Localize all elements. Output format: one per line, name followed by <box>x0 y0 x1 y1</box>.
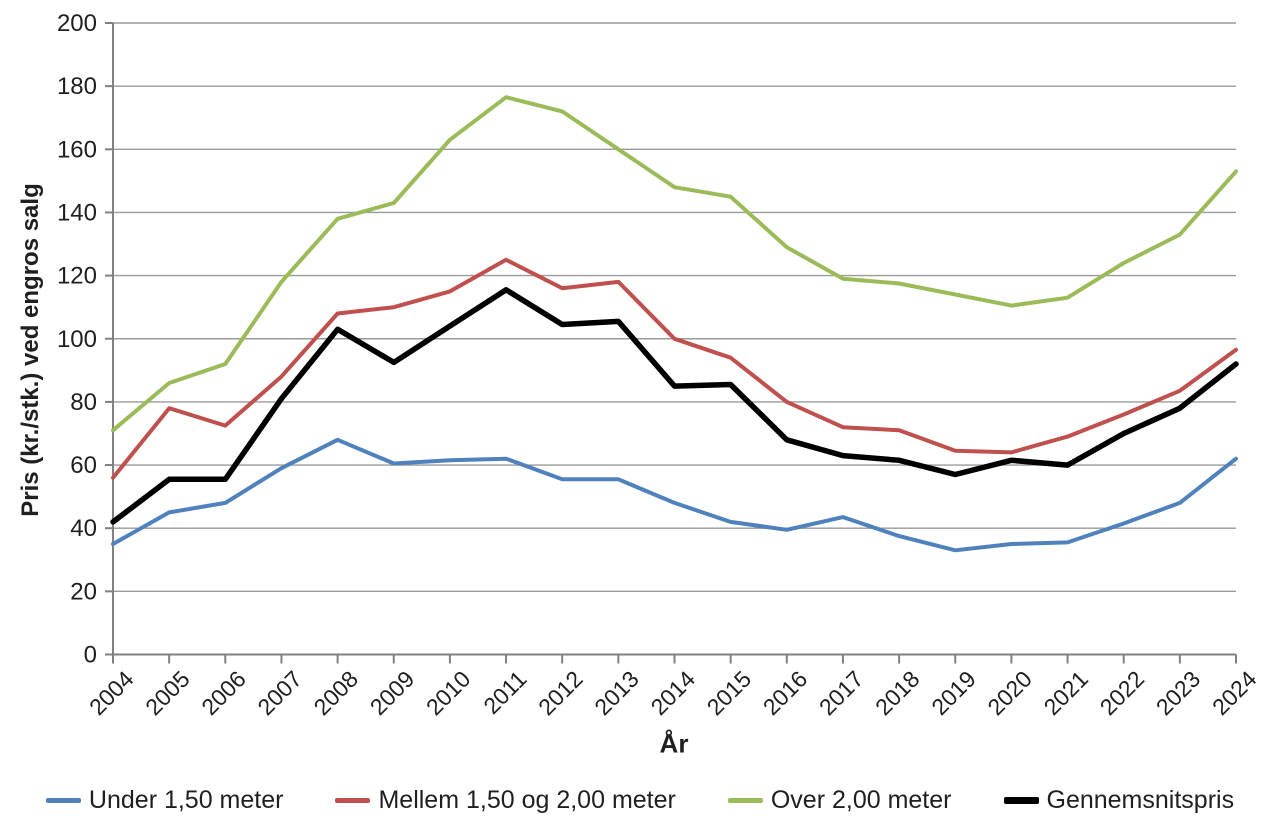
y-axis-tick-label: 120 <box>57 263 97 290</box>
x-axis-tick-label: 2016 <box>758 666 813 721</box>
legend-item-3: Gennemsnitspris <box>1003 785 1235 815</box>
x-axis-tick-label: 2018 <box>870 666 925 721</box>
x-axis-tick-label: 2019 <box>926 666 981 721</box>
series-line-2 <box>111 95 1238 433</box>
series-line-3 <box>110 287 1239 525</box>
x-axis-tick-label: 2014 <box>645 666 700 721</box>
y-axis-tick-label: 200 <box>57 10 97 37</box>
series-line-1 <box>111 257 1238 480</box>
x-axis-tick-label: 2024 <box>1207 666 1262 721</box>
legend-item-2: Over 2,00 meter <box>727 785 952 815</box>
y-axis-tick-label: 160 <box>57 136 97 163</box>
x-axis-title: År <box>659 728 689 759</box>
y-axis-tick-label: 20 <box>70 578 97 605</box>
x-axis-tick-label: 2012 <box>533 666 588 721</box>
legend-item-1: Mellem 1,50 og 2,00 meter <box>335 785 676 815</box>
x-axis-tick-label: 2010 <box>421 666 476 721</box>
y-axis-tick-label: 180 <box>57 73 97 100</box>
y-axis-tick-label: 140 <box>57 199 97 226</box>
legend-label: Gennemsnitspris <box>1046 785 1235 814</box>
x-axis-tick-label: 2007 <box>252 666 307 721</box>
series-line-0 <box>111 437 1238 553</box>
y-axis-tick-label: 40 <box>70 515 97 542</box>
legend-label: Mellem 1,50 og 2,00 meter <box>378 785 676 814</box>
legend-label: Under 1,50 meter <box>88 785 284 814</box>
y-axis-tick-label: 100 <box>57 326 97 353</box>
legend-line-swatch <box>335 797 371 803</box>
x-axis-tick-label: 2023 <box>1151 666 1206 721</box>
legend-line-swatch <box>1003 796 1039 804</box>
x-axis-tick-label: 2005 <box>140 666 195 721</box>
y-axis-title: Pris (kr./stk.) ved engros salg <box>17 183 44 517</box>
x-axis-tick-label: 2006 <box>196 666 251 721</box>
legend-line-swatch <box>727 797 763 803</box>
x-axis-tick-label: 2013 <box>589 666 644 721</box>
y-axis-tick-label: 80 <box>70 389 97 416</box>
x-axis-tick-label: 2017 <box>814 666 869 721</box>
x-axis-tick-label: 2011 <box>478 666 531 719</box>
x-axis-tick-label: 2008 <box>309 666 364 721</box>
legend-item-0: Under 1,50 meter <box>45 785 284 815</box>
y-axis-tick-label: 60 <box>70 452 97 479</box>
x-axis-tick-label: 2009 <box>365 666 420 721</box>
chart-legend: Under 1,50 meter Mellem 1,50 og 2,00 mete… <box>0 776 1280 824</box>
y-axis-tick-label: 0 <box>84 642 97 669</box>
x-axis-tick-label: 2020 <box>982 666 1037 721</box>
x-axis-tick-label: 2022 <box>1095 666 1150 721</box>
x-axis-tick-label: 2015 <box>702 666 757 721</box>
legend-line-swatch <box>45 797 81 803</box>
legend-label: Over 2,00 meter <box>770 785 952 814</box>
x-axis-tick-label: 2004 <box>84 666 139 721</box>
x-axis-tick-label: 2021 <box>1039 666 1094 721</box>
